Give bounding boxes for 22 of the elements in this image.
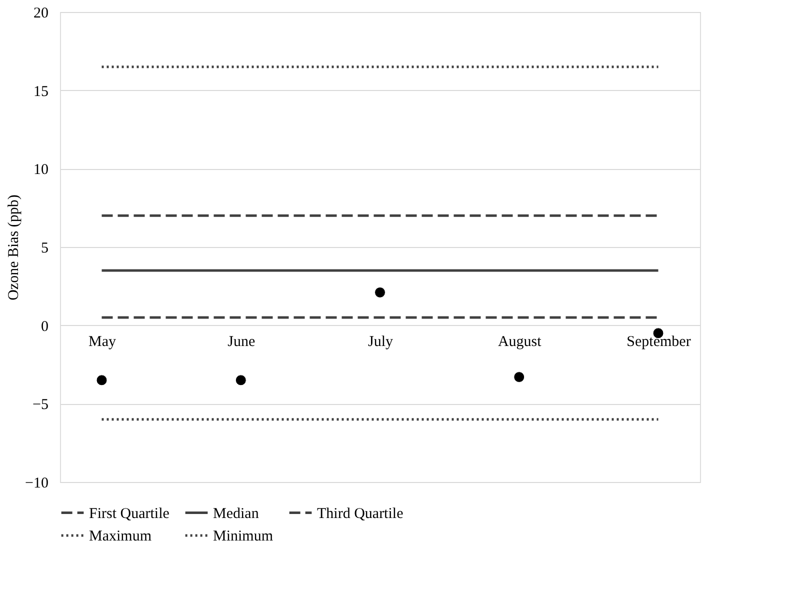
y-tick-label: 0 (41, 318, 48, 335)
y-tick-label: 10 (34, 162, 48, 178)
y-axis-title: Ozone Bias (ppb) (6, 194, 22, 300)
x-tick-label: September (626, 334, 691, 350)
point (374, 286, 386, 298)
x-tick-label: August (498, 334, 542, 350)
y-tick-label: −5 (32, 397, 48, 414)
y-tick-label: 5 (41, 240, 48, 256)
x-tick-label: June (228, 334, 256, 350)
legend-label: Minimum (213, 528, 274, 544)
point (514, 372, 525, 383)
point (96, 374, 108, 386)
y-tick-label: 20 (34, 6, 48, 22)
legend-label: Third Quartile (317, 506, 404, 522)
y-tick-label: −10 (25, 476, 48, 492)
legend-label: Median (213, 506, 260, 522)
x-tick-label: May (88, 334, 116, 350)
y-tick-label: 15 (34, 84, 48, 100)
legend-label: Maximum (89, 528, 152, 544)
x-tick-label: July (368, 334, 394, 350)
point (235, 374, 246, 386)
legend-label: First Quartile (89, 506, 170, 522)
